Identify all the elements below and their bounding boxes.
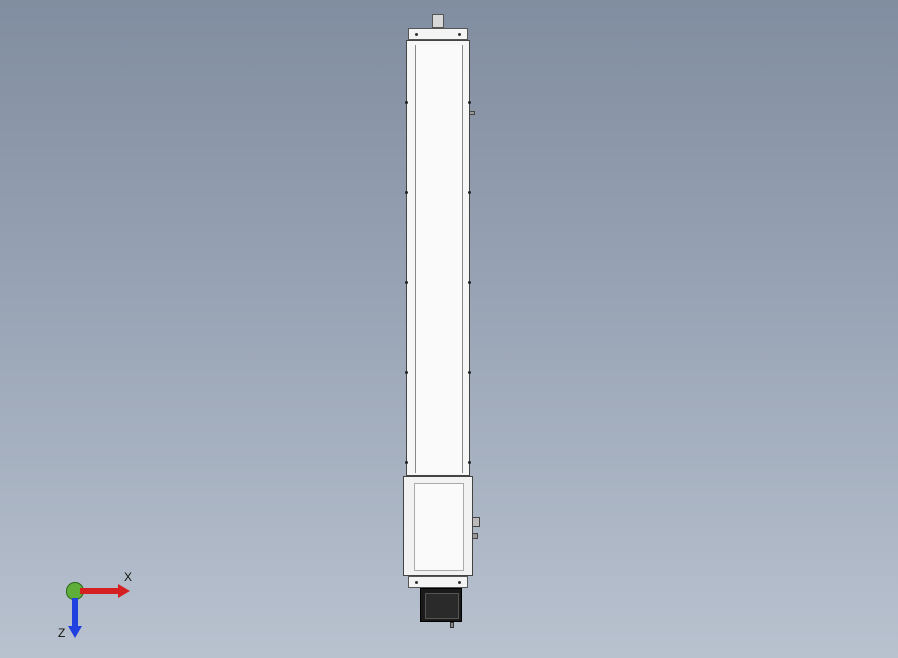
model-carriage-face xyxy=(414,483,464,571)
model-carriage-block xyxy=(403,476,473,576)
model-main-column xyxy=(406,40,470,476)
model-fastener-dot xyxy=(405,461,408,464)
model-fastener-dot xyxy=(468,191,471,194)
model-fastener-dot xyxy=(468,281,471,284)
cad-3d-viewport[interactable]: X Z xyxy=(0,0,898,658)
triad-x-axis-icon xyxy=(80,588,120,594)
cad-model-linear-rail[interactable] xyxy=(406,14,474,628)
triad-z-axis-icon xyxy=(72,598,78,628)
model-top-end-plate xyxy=(408,28,468,40)
model-bottom-end-plate xyxy=(408,576,468,588)
orientation-triad[interactable]: X Z xyxy=(56,552,128,624)
model-fastener-dot xyxy=(468,461,471,464)
triad-z-arrow-icon xyxy=(68,626,82,638)
model-side-connector xyxy=(472,517,480,527)
model-side-port xyxy=(469,111,475,115)
model-fastener-dot xyxy=(405,371,408,374)
model-side-connector xyxy=(472,533,478,539)
triad-x-label: X xyxy=(124,570,132,584)
model-fastener-dot xyxy=(405,191,408,194)
model-fastener-dot xyxy=(405,281,408,284)
model-top-fitting xyxy=(432,14,444,28)
model-motor-shaft xyxy=(450,622,454,628)
model-inner-rail-face xyxy=(415,45,463,473)
model-motor xyxy=(420,588,462,622)
model-fastener-dot xyxy=(468,101,471,104)
triad-z-label: Z xyxy=(58,626,65,640)
model-motor-face xyxy=(425,593,459,619)
model-fastener-dot xyxy=(468,371,471,374)
model-fastener-dot xyxy=(405,101,408,104)
triad-x-arrow-icon xyxy=(118,584,130,598)
